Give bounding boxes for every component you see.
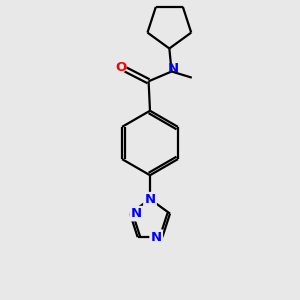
Text: O: O [115,61,126,74]
Text: N: N [151,231,162,244]
Text: N: N [130,207,142,220]
Text: N: N [144,193,156,206]
Text: N: N [167,61,178,75]
